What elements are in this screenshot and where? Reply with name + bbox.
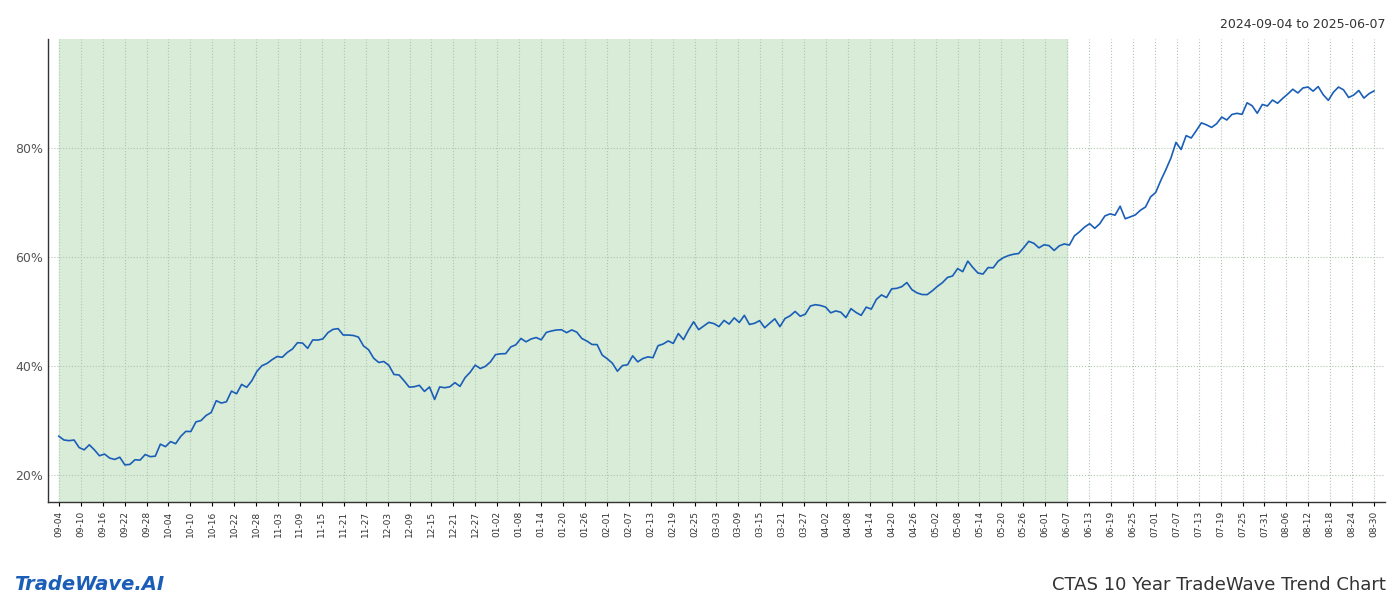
Text: 2024-09-04 to 2025-06-07: 2024-09-04 to 2025-06-07 (1221, 18, 1386, 31)
Text: TradeWave.AI: TradeWave.AI (14, 575, 164, 594)
Text: CTAS 10 Year TradeWave Trend Chart: CTAS 10 Year TradeWave Trend Chart (1053, 576, 1386, 594)
Bar (59, 39, 1067, 502)
